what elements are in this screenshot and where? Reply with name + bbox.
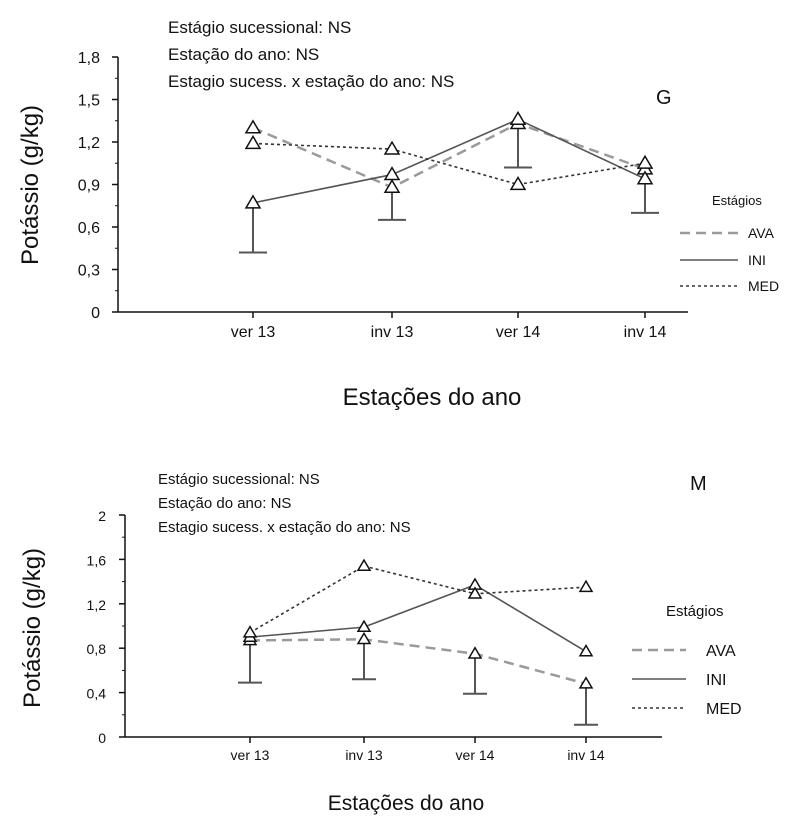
legend-label-med: MED (706, 701, 742, 718)
panel-label: M (690, 473, 707, 495)
x-axis-label: Estações do ano (328, 792, 484, 815)
x-axis-label: Estações do ano (343, 384, 522, 411)
x-ticks: ver 13 inv 13 ver 14 inv 14 (231, 312, 667, 341)
data-point-ini (356, 619, 372, 633)
y-tick-label: 1,2 (78, 135, 100, 152)
y-tick-label: 0,6 (78, 220, 100, 237)
series-group (239, 110, 659, 254)
x-tick-label: inv 13 (345, 747, 383, 763)
series-med (244, 134, 654, 191)
annotation-2: Estação do ano: NS (168, 45, 319, 64)
legend-label-med: MED (748, 278, 779, 294)
series-line-ini (249, 584, 587, 653)
series-ava (244, 115, 654, 221)
data-point-ava (356, 631, 372, 645)
x-tick-label: inv 14 (567, 747, 605, 763)
y-ticks: 0 0,3 0,6 0,9 1,2 1,5 1,8 (78, 50, 118, 322)
y-tick-label: 0,3 (78, 263, 100, 280)
data-point-ini (244, 194, 262, 209)
series-line-ini (252, 118, 646, 204)
x-ticks: ver 13 inv 13 ver 14 inv 14 (231, 737, 605, 763)
annotation-3: Estagio sucess. x estação do ano: NS (158, 519, 411, 536)
data-point-ava (244, 119, 262, 134)
data-point-ava (578, 676, 594, 689)
series-line-med (252, 142, 646, 186)
legend-title: Estágios (666, 603, 724, 620)
y-tick-label: 1,2 (87, 597, 107, 613)
series-group (238, 558, 598, 726)
data-point-med (244, 134, 262, 150)
y-tick-label: 1,8 (78, 50, 100, 67)
series-ini (239, 110, 659, 254)
legend-label-ini: INI (706, 672, 726, 689)
series-line-med (249, 565, 587, 634)
data-point-med (636, 154, 654, 169)
y-tick-label: 1,5 (78, 93, 100, 110)
y-tick-label: 0,9 (78, 178, 100, 195)
legend-label-ava: AVA (706, 643, 736, 660)
data-point-med (467, 586, 483, 599)
y-tick-label: 2 (98, 508, 106, 524)
legend-label-ava: AVA (748, 225, 775, 241)
x-tick-label: inv 13 (371, 324, 414, 341)
y-tick-label: 0,4 (87, 686, 107, 702)
annotation-2: Estação do ano: NS (158, 495, 291, 512)
data-point-med (578, 579, 594, 593)
legend-label-ini: INI (748, 252, 766, 268)
chart-panel-m: Estágio sucessional: NS Estação do ano: … (19, 471, 742, 815)
x-tick-label: ver 14 (496, 324, 541, 341)
y-ticks: 0 0,4 0,8 1,2 1,6 2 (87, 508, 125, 746)
data-point-med (509, 176, 527, 191)
data-point-med (383, 140, 401, 155)
annotation-1: Estágio sucessional: NS (168, 18, 351, 37)
data-point-ini (636, 170, 654, 185)
data-point-med (356, 558, 372, 572)
y-axis-label: Potássio (g/kg) (17, 105, 44, 265)
x-tick-label: ver 14 (456, 747, 495, 763)
data-point-ava (383, 178, 401, 193)
data-point-med (242, 625, 258, 638)
panel-label: G (656, 87, 672, 109)
data-point-ini (578, 644, 594, 657)
annotation-1: Estágio sucessional: NS (158, 471, 320, 488)
legend: Estágios AVA INI MED (680, 193, 779, 294)
y-tick-label: 0 (98, 730, 106, 746)
x-tick-label: inv 14 (624, 324, 667, 341)
series-line-ava (252, 122, 646, 189)
chart-panel-g: Estágio sucessional: NS Estação do ano: … (17, 18, 779, 411)
series-ava (238, 631, 598, 726)
legend: Estágios AVA INI MED (632, 603, 742, 718)
data-point-ini (383, 166, 401, 181)
series-ini (242, 577, 594, 657)
legend-title: Estágios (712, 193, 762, 208)
y-axis-label: Potássio (g/kg) (19, 548, 46, 708)
data-point-ava (467, 646, 483, 659)
y-tick-label: 0 (91, 305, 100, 322)
y-tick-label: 0,8 (87, 641, 107, 657)
y-tick-label: 1,6 (87, 552, 107, 568)
series-med (242, 558, 594, 638)
series-line-ava (249, 638, 587, 685)
data-point-ini (509, 110, 527, 125)
x-tick-label: ver 13 (231, 324, 276, 341)
annotation-3: Estagio sucess. x estação do ano: NS (168, 72, 454, 91)
x-tick-label: ver 13 (231, 747, 270, 763)
